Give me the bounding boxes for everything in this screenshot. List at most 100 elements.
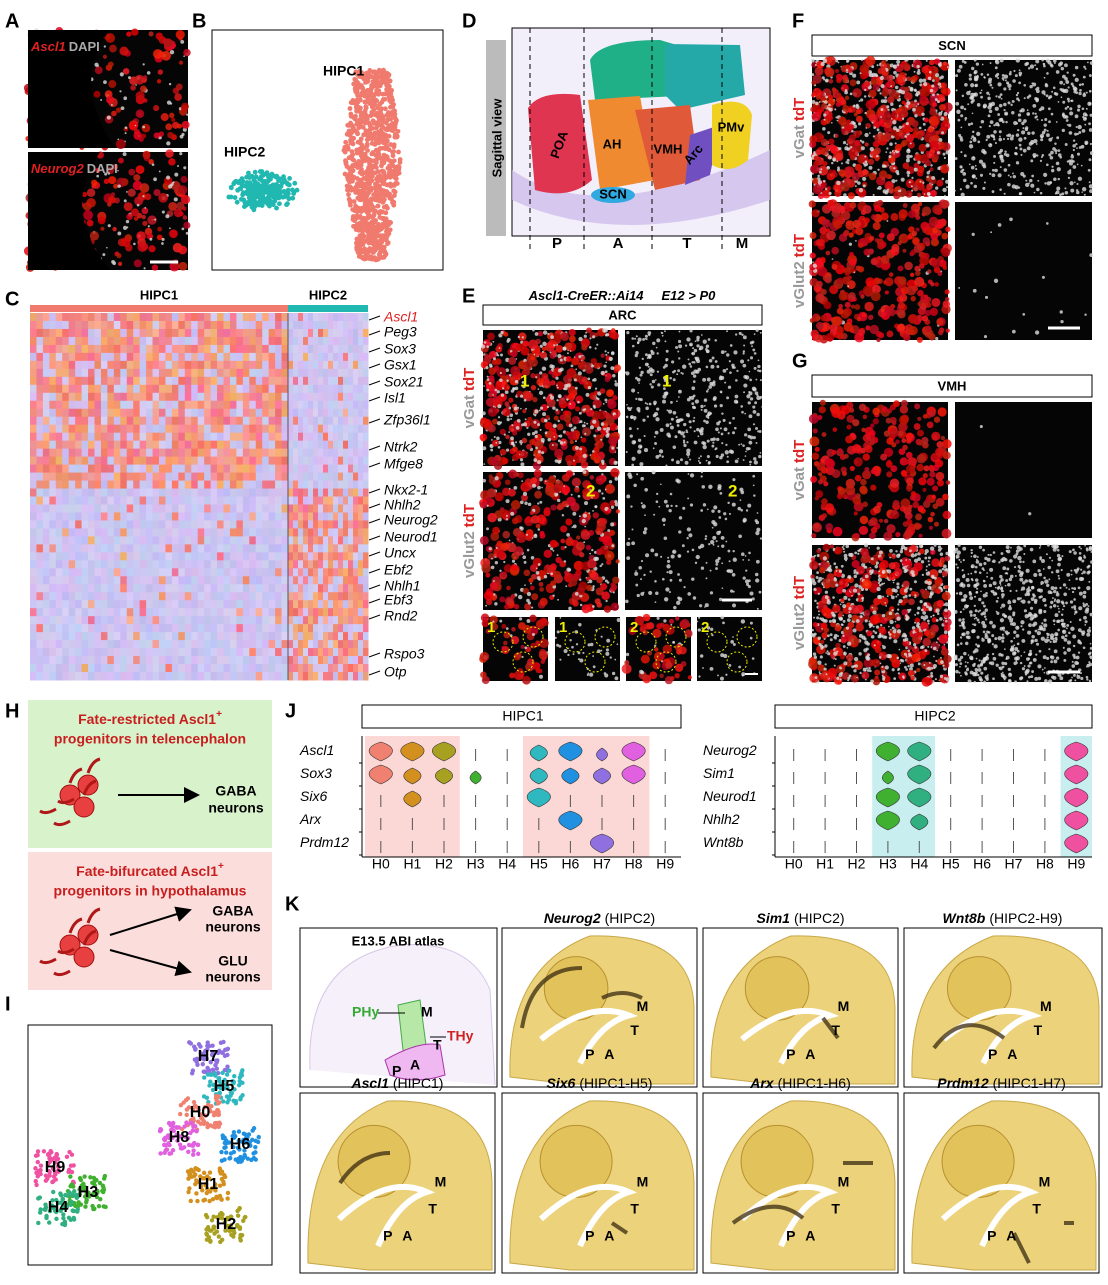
heat-cell	[88, 369, 95, 377]
heat-cell	[211, 497, 218, 505]
heat-cell	[172, 417, 179, 425]
heat-cell	[159, 656, 166, 664]
cell-point	[350, 136, 355, 141]
heat-cell	[146, 664, 153, 672]
heat-cell	[82, 441, 89, 449]
panel-label: F	[792, 10, 804, 32]
heat-cell	[348, 512, 354, 520]
cell-point	[348, 106, 353, 111]
heat-cell	[120, 353, 127, 361]
heat-cell	[249, 345, 256, 353]
heat-cell	[256, 536, 263, 544]
heat-cell	[49, 568, 56, 576]
puncta	[558, 435, 560, 437]
heat-cell	[153, 473, 160, 481]
heat-cell	[56, 441, 63, 449]
heat-cell	[224, 321, 231, 329]
heat-cell	[120, 377, 127, 385]
heat-cell	[49, 552, 56, 560]
heat-cell	[191, 345, 198, 353]
heat-cell	[198, 672, 205, 680]
heat-cell	[293, 648, 299, 656]
heat-cell	[88, 608, 95, 616]
puncta	[507, 338, 511, 342]
heat-cell	[107, 401, 114, 409]
heat-cell	[318, 528, 324, 536]
gene-tick	[369, 446, 380, 450]
heat-cell	[75, 497, 82, 505]
heat-cell	[133, 361, 140, 369]
heat-cell	[230, 393, 237, 401]
heat-cell	[353, 672, 359, 680]
heat-cell	[275, 568, 282, 576]
heat-cell	[185, 385, 192, 393]
heat-cell	[275, 481, 282, 489]
heat-cell	[269, 632, 276, 640]
heat-cell	[146, 457, 153, 465]
heat-cell	[313, 401, 319, 409]
heat-cell	[198, 648, 205, 656]
heat-cell	[230, 544, 237, 552]
heat-cell	[178, 449, 185, 457]
gene-tick	[369, 316, 380, 320]
cell-point	[263, 181, 268, 186]
cell-point	[374, 242, 379, 247]
heat-cell	[211, 568, 218, 576]
heat-cell	[318, 473, 324, 481]
axis-label: T	[682, 235, 691, 252]
cell	[111, 192, 115, 196]
heat-cell	[363, 449, 369, 457]
heat-cell	[230, 417, 237, 425]
heat-cell	[36, 433, 43, 441]
puncta	[593, 434, 596, 437]
cell-point	[391, 188, 396, 193]
heat-cell	[318, 441, 324, 449]
heat-cell	[146, 489, 153, 497]
cell-point	[389, 95, 394, 100]
heat-cell	[269, 369, 276, 377]
heat-cell	[243, 473, 250, 481]
heat-cell	[82, 624, 89, 632]
cell	[137, 242, 147, 252]
heat-cell	[204, 584, 211, 592]
heat-cell	[243, 329, 250, 337]
heat-cell	[318, 465, 324, 473]
heat-cell	[62, 441, 69, 449]
heat-cell	[178, 584, 185, 592]
heat-cell	[30, 560, 37, 568]
puncta	[149, 238, 152, 241]
heat-cell	[338, 417, 344, 425]
cell	[560, 332, 569, 341]
heat-cell	[153, 592, 160, 600]
heat-cell	[303, 560, 309, 568]
heat-cell	[303, 576, 309, 584]
heat-cell	[82, 481, 89, 489]
heat-cell	[204, 449, 211, 457]
puncta	[605, 370, 608, 373]
puncta	[182, 227, 185, 230]
heat-cell	[293, 568, 299, 576]
panel-label: A	[5, 10, 19, 32]
heat-cell	[236, 600, 243, 608]
heat-cell	[293, 592, 299, 600]
heat-cell	[230, 568, 237, 576]
puncta	[566, 398, 568, 400]
heat-cell	[262, 465, 269, 473]
heat-cell	[114, 465, 121, 473]
heat-cell	[275, 473, 282, 481]
heat-cell	[230, 369, 237, 377]
heat-cell	[328, 449, 334, 457]
heat-cell	[256, 385, 263, 393]
cell	[98, 217, 106, 225]
heat-cell	[101, 329, 108, 337]
heat-cell	[185, 592, 192, 600]
heat-cell	[172, 433, 179, 441]
heat-cell	[298, 560, 304, 568]
heat-cell	[107, 313, 114, 321]
heat-cell	[298, 409, 304, 417]
heat-cell	[146, 584, 153, 592]
panel-label: B	[192, 10, 206, 32]
heat-cell	[75, 409, 82, 417]
heat-cell	[293, 489, 299, 497]
heat-cell	[363, 528, 369, 536]
